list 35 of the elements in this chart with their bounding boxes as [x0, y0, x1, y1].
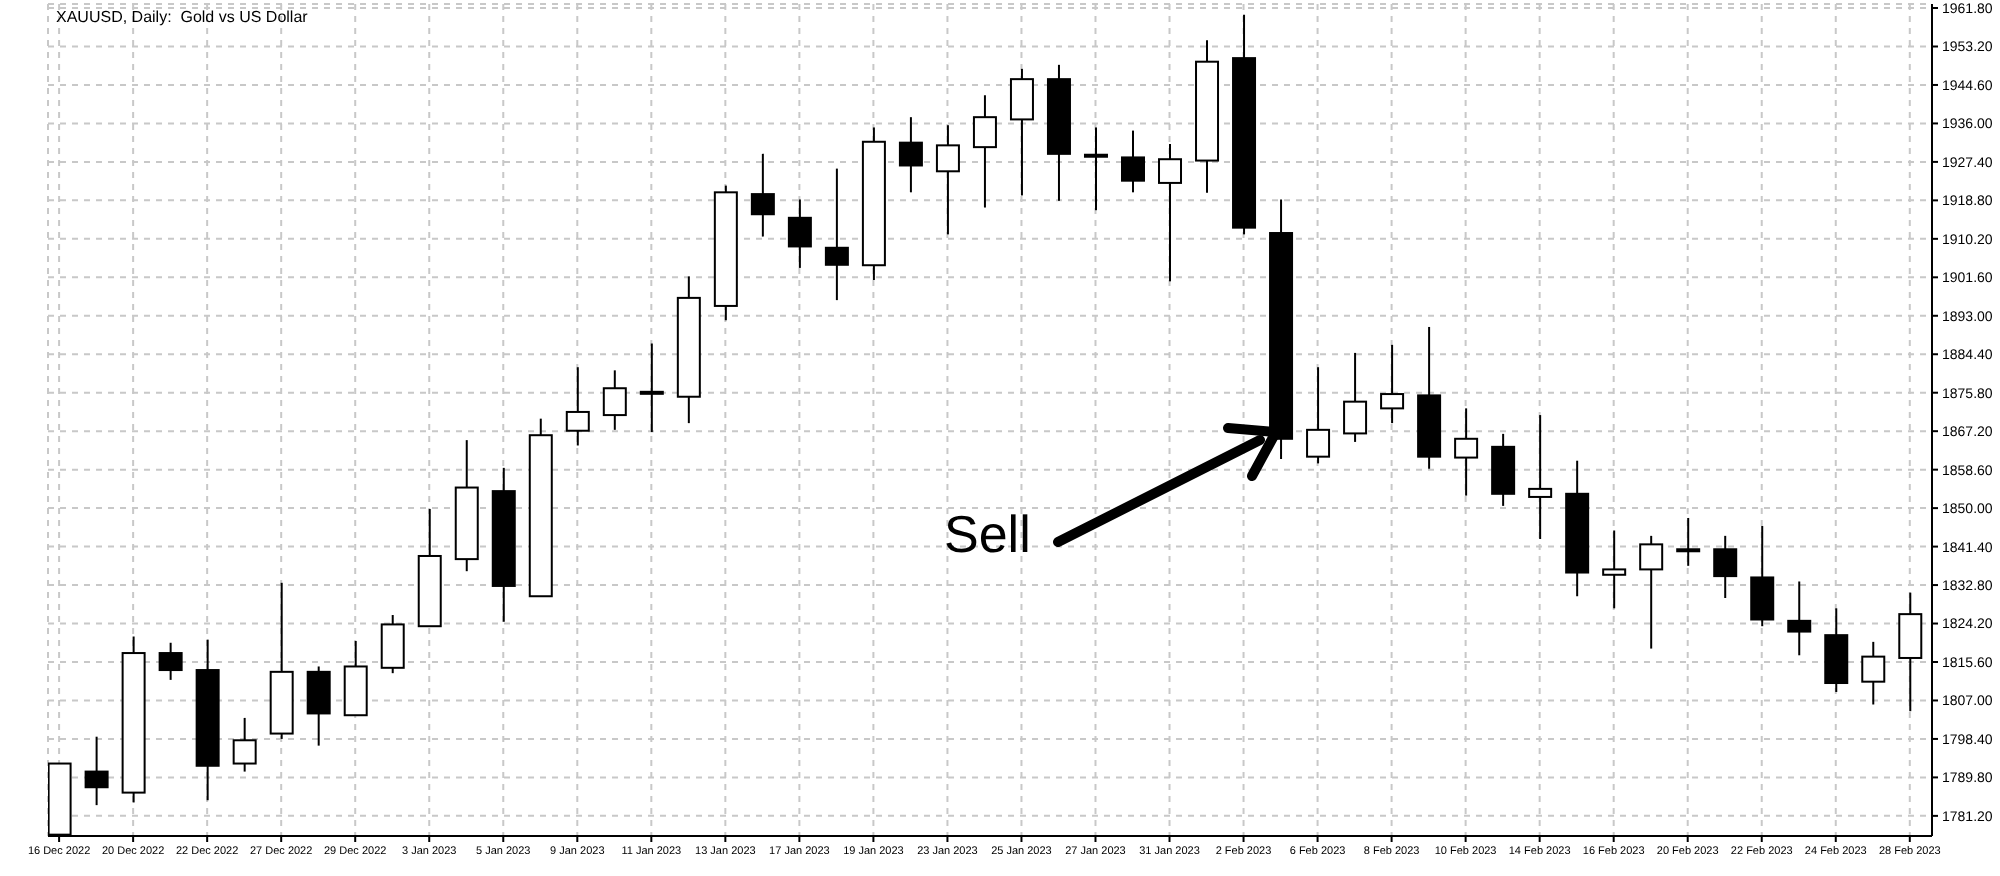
chart-title: XAUUSD, Daily: Gold vs US Dollar: [56, 8, 308, 26]
candlestick: [565, 366, 590, 447]
candlestick: [1676, 516, 1701, 567]
candlestick: [1898, 591, 1923, 713]
candlestick: [1121, 129, 1145, 194]
candlestick: [1713, 534, 1738, 600]
candlestick: [1861, 640, 1886, 706]
candlestick: [1009, 67, 1034, 197]
candlestick: [232, 716, 257, 773]
candlestick: [1750, 525, 1775, 628]
candlestick: [824, 167, 849, 302]
candlestick: [935, 124, 960, 236]
candlestick: [750, 152, 775, 238]
candlestick: [1306, 366, 1331, 465]
candlestick: [898, 116, 923, 194]
candlestick: [380, 614, 405, 675]
candlestick: [1639, 534, 1664, 650]
candlestick: [1824, 607, 1849, 693]
candlestick: [1158, 143, 1183, 283]
candlestick: [787, 198, 812, 269]
candlestick: [1787, 580, 1812, 657]
candlestick: [1528, 414, 1553, 540]
candlestick: [158, 641, 183, 681]
candlestick: [1454, 407, 1479, 497]
annotation: Sell: [944, 504, 1031, 566]
candlestick: [1343, 351, 1368, 443]
candlestick: [84, 735, 109, 807]
candlestick: [602, 369, 627, 431]
candlestick: [1083, 126, 1108, 212]
candlestick: [1491, 432, 1516, 507]
candlestick: [1602, 529, 1627, 610]
candlestick: [306, 665, 331, 747]
candlestick: [1380, 343, 1405, 425]
candlestick: [972, 94, 997, 209]
candlestick: [639, 342, 664, 434]
